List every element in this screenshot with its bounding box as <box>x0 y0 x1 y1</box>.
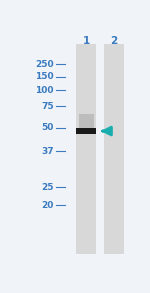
Bar <box>76 44 96 254</box>
Text: 50: 50 <box>41 123 54 132</box>
Text: 75: 75 <box>41 102 54 111</box>
Text: 2: 2 <box>110 36 118 46</box>
Bar <box>76 128 96 134</box>
Text: 25: 25 <box>41 183 54 192</box>
Bar <box>104 44 124 254</box>
Text: 1: 1 <box>82 36 90 46</box>
Text: 100: 100 <box>35 86 54 95</box>
Bar <box>79 114 94 128</box>
Text: 37: 37 <box>41 147 54 156</box>
Text: 20: 20 <box>41 201 54 210</box>
Text: 250: 250 <box>35 60 54 69</box>
Text: 150: 150 <box>35 72 54 81</box>
